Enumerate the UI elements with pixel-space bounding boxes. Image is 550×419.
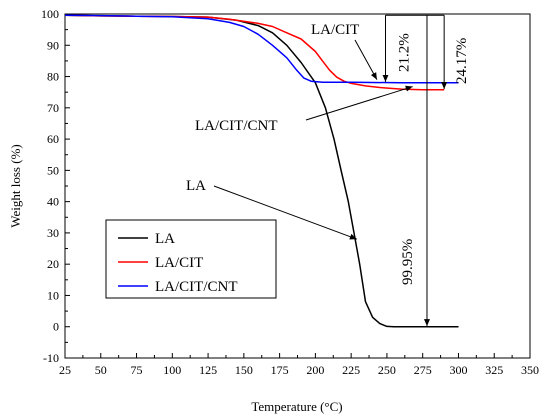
y-tick-label: 10: [47, 288, 59, 302]
x-axis: 25 50 75 100 125 150 175 200 225 250 275 300 325 350: [59, 353, 539, 377]
y-tick-label: 70: [47, 101, 59, 115]
y-tick-label: 40: [47, 195, 59, 209]
annotation-pct-la: 99.95%: [400, 239, 416, 285]
y-tick-label: 20: [47, 257, 59, 271]
legend-label-la: LA: [155, 231, 175, 247]
y-tick-label: -10: [43, 351, 59, 365]
x-tick-label: 125: [199, 363, 217, 377]
x-tick-label: 150: [235, 363, 253, 377]
y-tick-label: 50: [47, 163, 59, 177]
annotation-layer: LA LA/CIT LA/CIT/CNT 99.95% 21.2% 24.17%: [186, 14, 470, 327]
annotation-pct-la-cit-cnt: 21.2%: [396, 33, 412, 72]
y-axis: -10 0 10 20 30 40 50 60 70 80 90 100: [41, 7, 70, 365]
y-tick-label: 80: [47, 70, 59, 84]
y-tick-label: 30: [47, 226, 59, 240]
x-tick-label: 325: [485, 363, 503, 377]
legend: LA LA/CIT LA/CIT/CNT: [105, 219, 277, 299]
x-tick-label: 25: [59, 363, 71, 377]
y-tick-label: 90: [47, 38, 59, 52]
annotation-arrow-la: [213, 185, 358, 240]
annotation-label-la-cit-cnt: LA/CIT/CNT: [195, 118, 278, 134]
legend-label-la-cit-cnt: LA/CIT/CNT: [155, 279, 238, 295]
y-tick-label: 100: [41, 7, 59, 21]
annotation-label-la: LA: [186, 178, 206, 194]
annotation-arrow-la-cit: [354, 39, 378, 80]
x-tick-label: 50: [95, 363, 107, 377]
x-tick-label: 100: [163, 363, 181, 377]
annotation-label-la-cit: LA/CIT: [311, 22, 359, 38]
annotation-arrow-la-cit-cnt: [305, 85, 413, 121]
x-tick-label: 300: [449, 363, 467, 377]
x-tick-label: 175: [271, 363, 289, 377]
legend-box: [105, 219, 277, 299]
x-tick-label: 225: [342, 363, 360, 377]
x-tick-label: 75: [131, 363, 143, 377]
x-tick-label: 250: [378, 363, 396, 377]
series-layer: [64, 14, 459, 328]
x-tick-label: 350: [521, 363, 539, 377]
x-tick-label: 275: [414, 363, 432, 377]
y-tick-label: 0: [53, 320, 59, 334]
y-tick-label: 60: [47, 132, 59, 146]
y-axis-title: Weight loss (%): [8, 144, 23, 227]
legend-label-la-cit: LA/CIT: [155, 255, 203, 271]
annotation-pct-la-cit: 24.17%: [454, 38, 470, 84]
x-axis-title: Temperature (°C): [251, 399, 342, 414]
x-tick-label: 200: [306, 363, 324, 377]
series-line-la-cit-cnt: [64, 14, 459, 84]
